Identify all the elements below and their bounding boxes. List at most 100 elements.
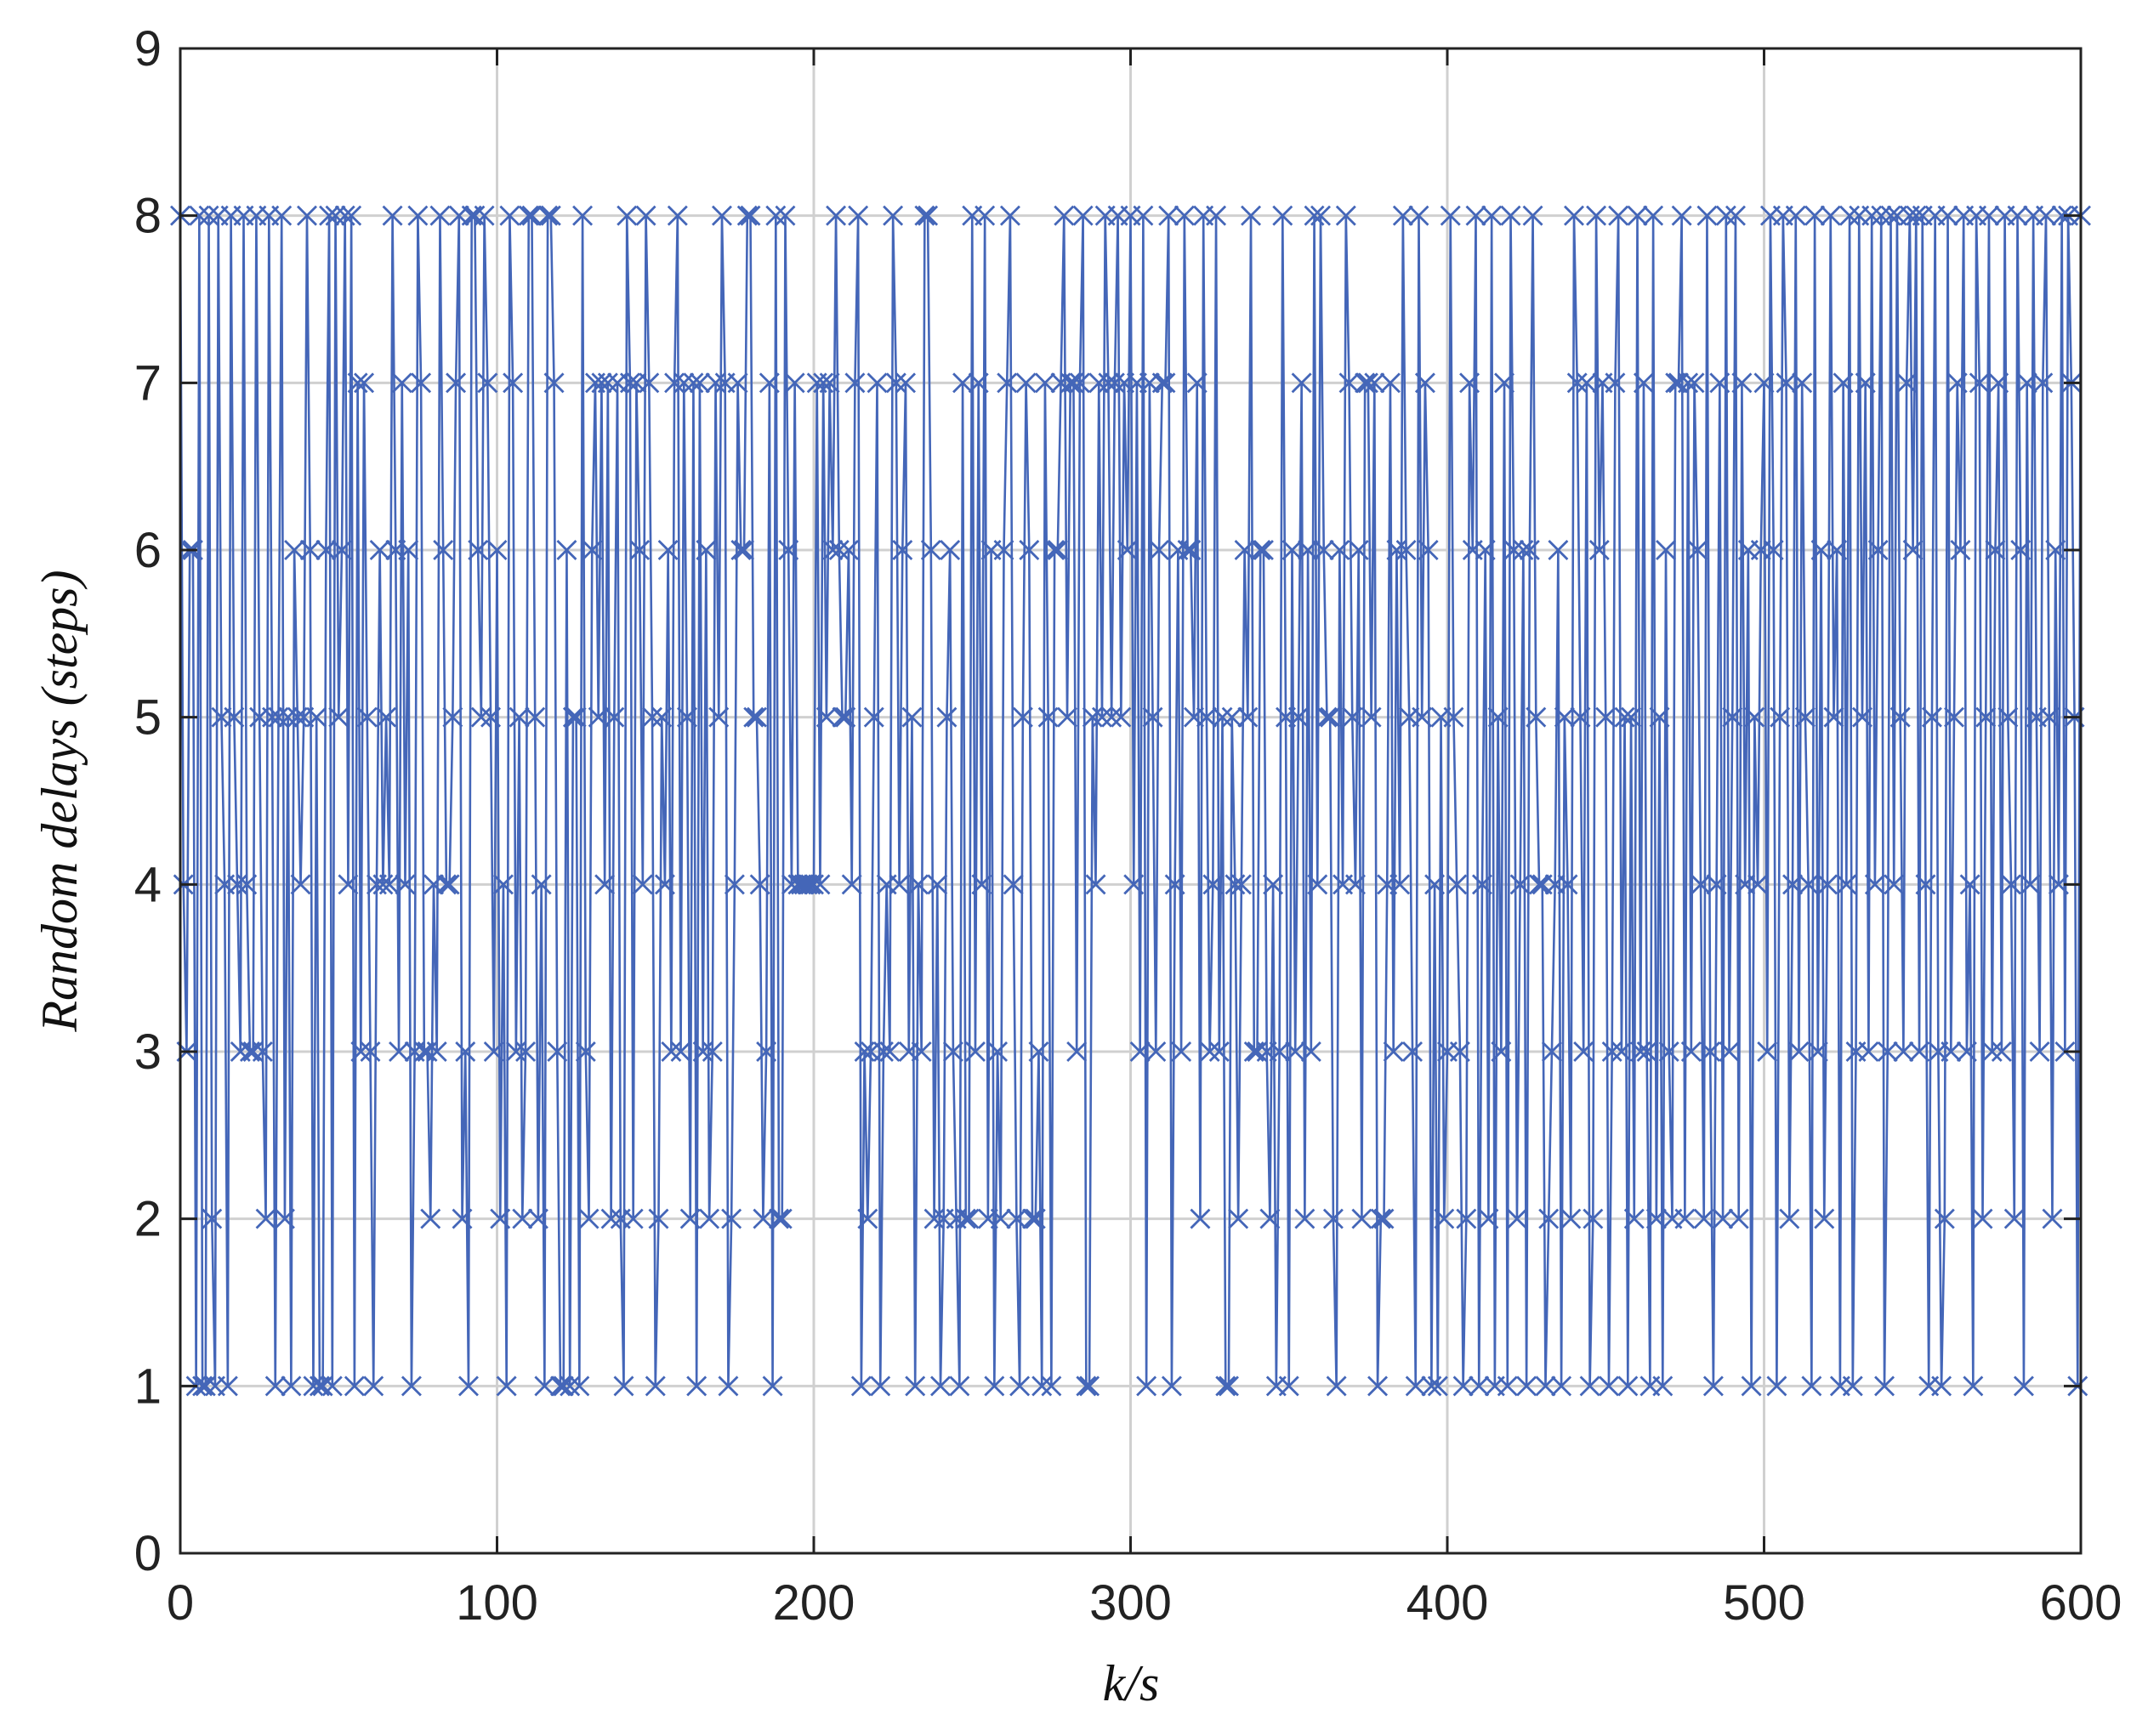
marker — [1291, 372, 1312, 394]
marker — [1864, 874, 1885, 895]
marker — [1452, 1376, 1474, 1397]
marker — [1386, 540, 1407, 560]
marker — [1019, 540, 1040, 560]
marker — [911, 1041, 932, 1062]
marker — [1076, 1376, 1097, 1397]
marker — [1978, 205, 1999, 226]
marker — [470, 706, 492, 728]
marker — [2007, 205, 2028, 226]
marker — [1199, 1041, 1220, 1062]
marker — [277, 706, 298, 728]
marker — [1003, 874, 1024, 895]
marker — [389, 1041, 410, 1062]
marker — [1963, 1376, 1984, 1397]
marker — [1149, 540, 1170, 560]
marker — [1022, 1208, 1043, 1229]
marker — [1414, 372, 1435, 394]
marker — [1583, 1208, 1604, 1229]
marker — [1693, 1208, 1714, 1229]
marker — [1959, 874, 1980, 895]
marker — [1031, 1376, 1053, 1397]
marker — [724, 874, 745, 895]
marker — [749, 874, 770, 895]
marker — [850, 1376, 872, 1397]
marker — [1475, 540, 1496, 560]
marker — [224, 706, 245, 728]
marker — [1357, 372, 1378, 394]
marker — [863, 706, 884, 728]
marker — [1691, 874, 1711, 895]
marker — [1424, 874, 1446, 895]
marker — [1649, 706, 1670, 728]
marker — [711, 205, 732, 226]
x-axis-label: k/s — [1103, 1655, 1160, 1711]
marker — [1674, 1208, 1696, 1229]
marker — [1851, 706, 1872, 728]
marker — [1715, 205, 1736, 226]
marker — [1287, 706, 1309, 728]
marker — [705, 372, 726, 394]
marker — [1601, 1041, 1622, 1062]
marker — [870, 1376, 891, 1397]
marker — [1098, 372, 1119, 394]
marker — [1722, 706, 1743, 728]
marker — [2042, 1208, 2063, 1229]
marker — [1814, 1208, 1835, 1229]
marker — [1839, 205, 1861, 226]
marker — [1101, 706, 1122, 728]
marker — [1129, 1041, 1151, 1062]
marker — [1627, 205, 1648, 226]
marker — [753, 1208, 774, 1229]
marker — [813, 372, 834, 394]
marker — [1082, 706, 1103, 728]
marker — [1389, 874, 1411, 895]
marker — [1459, 372, 1480, 394]
marker — [594, 874, 616, 895]
marker — [1158, 205, 1179, 226]
marker — [1186, 372, 1208, 394]
y-tick-label: 2 — [134, 1192, 162, 1247]
marker — [582, 540, 603, 560]
marker — [455, 1041, 476, 1062]
marker — [1551, 1376, 1572, 1397]
marker — [841, 874, 862, 895]
marker — [452, 1208, 473, 1229]
marker — [442, 706, 463, 728]
marker — [1326, 1376, 1347, 1397]
marker — [1316, 706, 1338, 728]
marker — [885, 372, 906, 394]
marker — [1370, 1208, 1391, 1229]
marker — [1503, 540, 1525, 560]
marker — [1605, 372, 1626, 394]
marker — [1713, 1208, 1734, 1229]
marker — [505, 1041, 526, 1062]
marker — [743, 706, 764, 728]
marker — [1136, 1376, 1157, 1397]
marker — [1741, 1376, 1762, 1397]
marker — [1906, 205, 1927, 226]
marker — [1228, 1208, 1249, 1229]
marker — [411, 372, 432, 394]
marker — [1702, 1376, 1724, 1397]
marker — [632, 874, 653, 895]
marker — [1658, 1041, 1679, 1062]
marker — [952, 372, 974, 394]
marker — [1678, 372, 1699, 394]
marker — [1623, 1208, 1645, 1229]
marker — [1896, 372, 1918, 394]
marker — [673, 372, 695, 394]
marker — [1579, 1376, 1600, 1397]
marker — [872, 1041, 894, 1062]
marker — [1221, 706, 1242, 728]
marker — [1151, 372, 1173, 394]
marker — [1500, 205, 1521, 226]
y-tick-label: 5 — [134, 690, 162, 746]
marker — [689, 372, 710, 394]
marker — [927, 874, 948, 895]
marker — [1202, 874, 1224, 895]
marker — [1902, 540, 1924, 560]
marker — [1997, 706, 2019, 728]
y-tick-label: 0 — [134, 1526, 162, 1581]
marker — [765, 205, 787, 226]
marker — [1700, 1041, 1721, 1062]
